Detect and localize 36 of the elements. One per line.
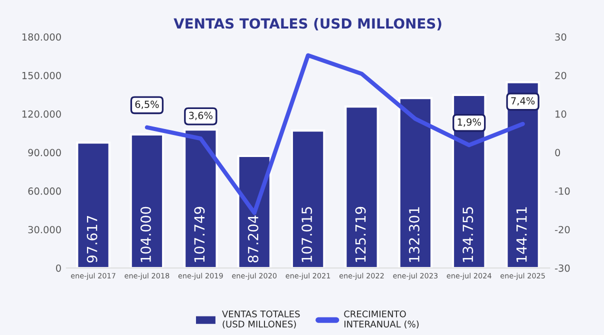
y2-tick-label: -20 — [554, 226, 570, 234]
bar — [290, 130, 326, 268]
y-tick-label: 90.000 — [28, 148, 61, 156]
data-label: 107.749 — [194, 206, 205, 262]
bar — [398, 97, 433, 268]
data-label: 6,5% — [135, 100, 159, 109]
y-tick-label: 120.000 — [22, 110, 61, 118]
y-tick-label: 60.000 — [28, 187, 61, 195]
data-label: 1,9% — [458, 118, 481, 127]
data-label: 87.204 — [248, 216, 258, 262]
data-label: 144.711 — [516, 207, 527, 262]
y2-tick-label: -30 — [554, 264, 570, 272]
y2-tick-label: 10 — [556, 110, 566, 118]
bar — [76, 142, 110, 268]
data-label: 132.301 — [408, 207, 420, 262]
legend-label: VENTAS TOTALES (USD MILLONES) — [222, 310, 300, 329]
y-tick-label: 150.000 — [22, 72, 61, 80]
data-label: 7,4% — [511, 97, 535, 106]
data-label: 104.000 — [140, 206, 152, 262]
data-label: 97.617 — [86, 216, 98, 262]
bar — [184, 128, 218, 268]
data-label: 107.015 — [302, 207, 312, 262]
data-label: 3,6% — [189, 112, 212, 120]
data-label: 134.755 — [462, 207, 474, 262]
bar — [344, 106, 379, 268]
y-tick-label: 180.000 — [22, 33, 61, 41]
y-tick-label: 0 — [56, 264, 61, 272]
bar — [130, 133, 164, 268]
legend-label: CRECIMIENTO INTERANUAL (%) — [344, 310, 419, 329]
data-label: 125.719 — [355, 206, 366, 262]
y-tick-label: 30.000 — [28, 226, 61, 234]
y2-tick-label: 20 — [555, 72, 566, 80]
chart-title: VENTAS TOTALES (USD MILLONES) — [174, 18, 442, 30]
y2-tick-label: 30 — [555, 33, 566, 41]
y2-tick-label: 0 — [555, 148, 560, 156]
y2-tick-label: -10 — [554, 187, 570, 195]
